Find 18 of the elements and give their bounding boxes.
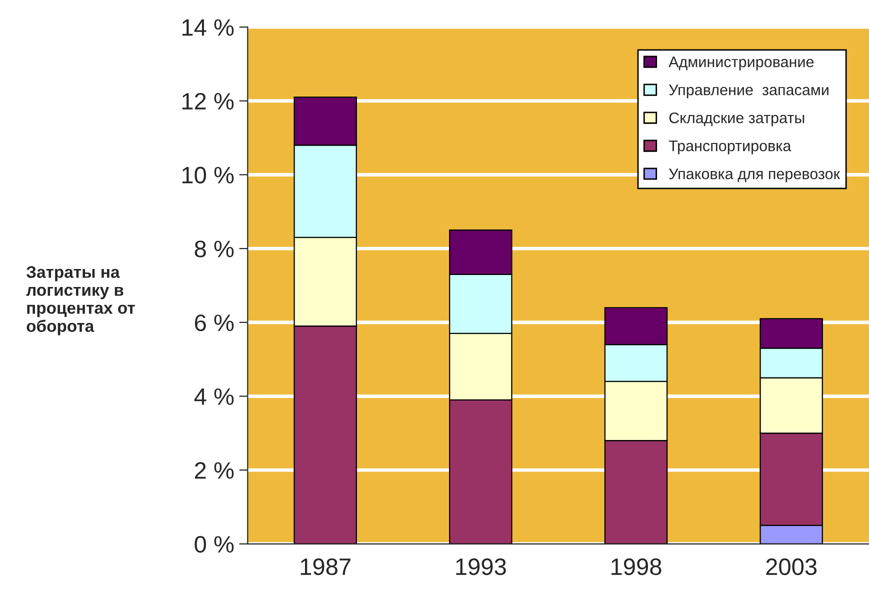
y-tick-label: 4 % xyxy=(194,388,234,405)
legend-label: Транспортировка xyxy=(668,140,792,154)
y-tick-label: 10 % xyxy=(182,166,234,184)
y-tick-label: 6 % xyxy=(194,314,234,332)
legend-label: Управление запасами xyxy=(668,84,828,98)
y-tick-label: 0 % xyxy=(194,536,234,553)
x-tick-label: 1987 xyxy=(300,558,350,576)
y-axis-title: Затраты на логистику в процентах от оборота xyxy=(26,266,135,336)
y-tick-label: 8 % xyxy=(194,240,234,258)
legend-label: Складские затраты xyxy=(669,112,804,126)
x-tick-label: 1993 xyxy=(456,558,506,576)
x-tick-label: 1998 xyxy=(612,558,662,576)
y-tick-label: 12 % xyxy=(182,92,234,110)
legend-label: Упаковка для перевозок xyxy=(668,168,840,182)
y-tick-label: 14 % xyxy=(182,19,234,36)
y-tick-label: 2 % xyxy=(194,462,234,479)
legend-label: Администрирование xyxy=(668,56,814,70)
x-tick-label: 2003 xyxy=(766,558,817,576)
